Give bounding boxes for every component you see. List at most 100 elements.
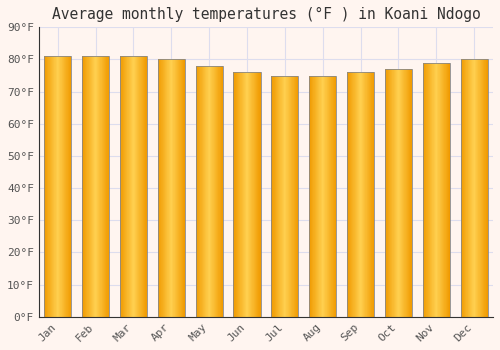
Bar	[409, 69, 410, 317]
Bar	[158, 60, 159, 317]
Bar	[403, 69, 404, 317]
Bar	[90, 56, 91, 317]
Bar	[410, 69, 411, 317]
Bar	[164, 60, 165, 317]
Bar	[243, 72, 244, 317]
Bar	[373, 72, 374, 317]
Bar	[278, 76, 279, 317]
Bar	[435, 63, 436, 317]
Bar	[286, 76, 287, 317]
Bar	[122, 56, 123, 317]
Bar	[245, 72, 246, 317]
Bar	[49, 56, 50, 317]
Bar	[54, 56, 55, 317]
Bar	[484, 60, 485, 317]
Bar	[47, 56, 48, 317]
Bar	[251, 72, 252, 317]
Bar	[406, 69, 407, 317]
Bar	[106, 56, 107, 317]
Bar	[169, 60, 170, 317]
Bar	[100, 56, 101, 317]
Bar	[134, 56, 135, 317]
Bar	[448, 63, 449, 317]
Bar	[319, 76, 320, 317]
Bar	[287, 76, 288, 317]
Bar	[399, 69, 400, 317]
Bar	[241, 72, 242, 317]
Bar	[332, 76, 333, 317]
Bar	[468, 60, 469, 317]
Bar	[83, 56, 84, 317]
Bar	[370, 72, 371, 317]
Bar	[462, 60, 463, 317]
Bar	[238, 72, 239, 317]
Bar	[144, 56, 145, 317]
Bar	[259, 72, 260, 317]
Bar	[173, 60, 174, 317]
Bar	[476, 60, 477, 317]
Bar	[84, 56, 85, 317]
Bar	[271, 76, 298, 317]
Bar	[102, 56, 103, 317]
Bar	[120, 56, 121, 317]
Bar	[274, 76, 275, 317]
Bar	[427, 63, 428, 317]
Bar	[130, 56, 132, 317]
Bar	[368, 72, 370, 317]
Bar	[211, 66, 212, 317]
Bar	[312, 76, 313, 317]
Bar	[449, 63, 450, 317]
Bar	[132, 56, 133, 317]
Bar	[429, 63, 430, 317]
Bar	[136, 56, 138, 317]
Bar	[276, 76, 277, 317]
Bar	[400, 69, 401, 317]
Bar	[486, 60, 487, 317]
Bar	[123, 56, 124, 317]
Bar	[141, 56, 142, 317]
Bar	[324, 76, 325, 317]
Bar	[158, 60, 185, 317]
Bar	[184, 60, 185, 317]
Bar	[172, 60, 173, 317]
Bar	[485, 60, 486, 317]
Bar	[213, 66, 214, 317]
Bar	[182, 60, 184, 317]
Bar	[465, 60, 466, 317]
Bar	[446, 63, 447, 317]
Bar	[246, 72, 247, 317]
Bar	[443, 63, 444, 317]
Bar	[210, 66, 211, 317]
Bar	[204, 66, 205, 317]
Bar	[309, 76, 336, 317]
Bar	[247, 72, 248, 317]
Bar	[135, 56, 136, 317]
Bar	[387, 69, 388, 317]
Bar	[160, 60, 161, 317]
Bar	[101, 56, 102, 317]
Bar	[198, 66, 199, 317]
Bar	[255, 72, 256, 317]
Bar	[314, 76, 315, 317]
Bar	[333, 76, 334, 317]
Bar	[477, 60, 478, 317]
Bar	[480, 60, 481, 317]
Bar	[325, 76, 326, 317]
Bar	[235, 72, 236, 317]
Bar	[216, 66, 217, 317]
Bar	[105, 56, 106, 317]
Bar	[478, 60, 479, 317]
Bar	[402, 69, 403, 317]
Bar	[289, 76, 290, 317]
Bar	[93, 56, 94, 317]
Bar	[386, 69, 387, 317]
Bar	[128, 56, 129, 317]
Bar	[163, 60, 164, 317]
Bar	[279, 76, 280, 317]
Bar	[464, 60, 465, 317]
Bar	[258, 72, 259, 317]
Bar	[71, 56, 72, 317]
Bar	[234, 72, 235, 317]
Bar	[180, 60, 181, 317]
Bar	[282, 76, 283, 317]
